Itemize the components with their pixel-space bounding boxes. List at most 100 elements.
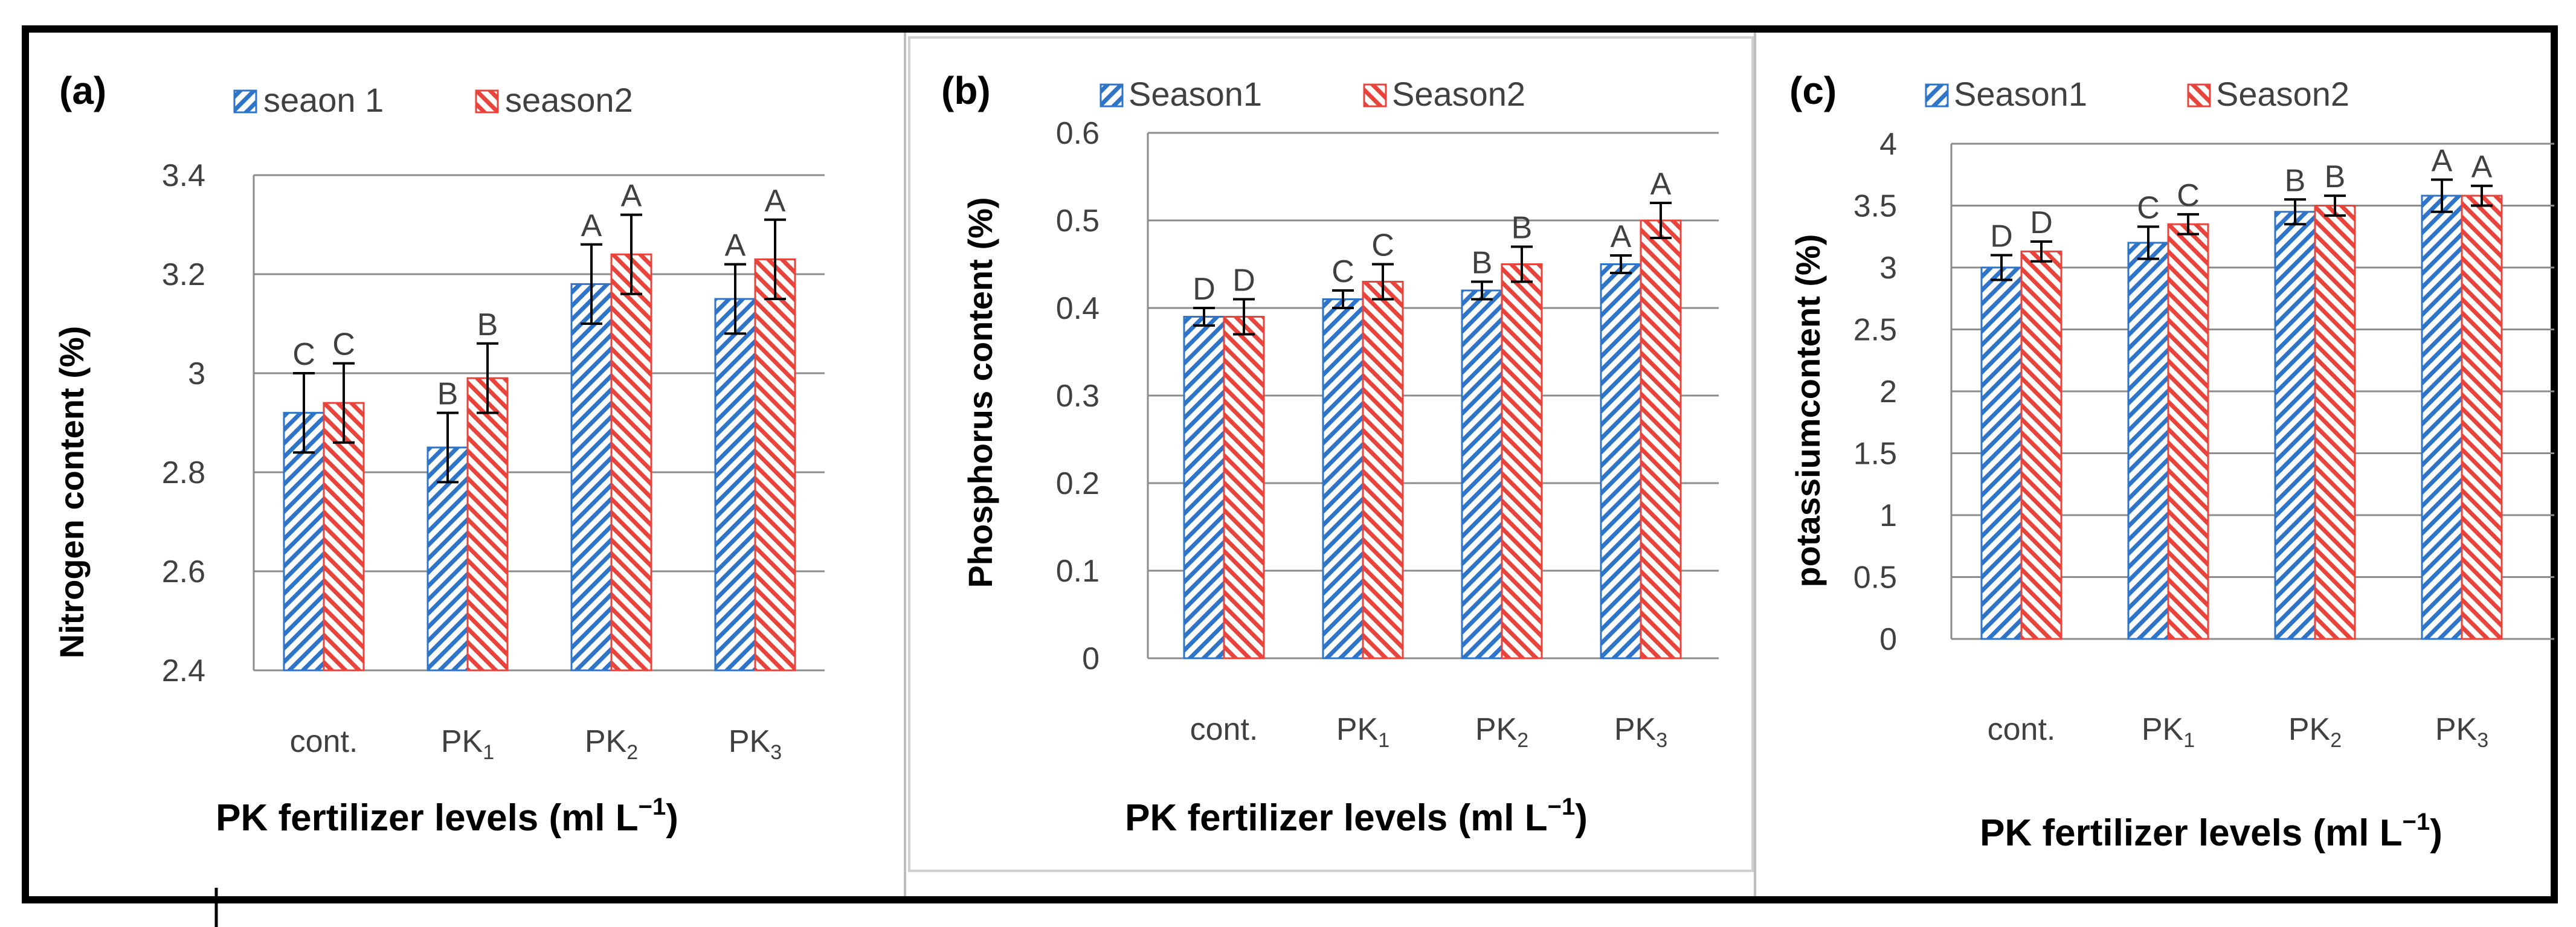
panel-b-y-tick-labels: 0 0.1 0.2 0.3 0.4 0.5 0.6 <box>1056 116 1100 676</box>
y-tick-label: 3.5 <box>1853 189 1897 224</box>
significance-letter: C <box>2137 190 2160 225</box>
y-tick-label: 3.2 <box>162 257 205 292</box>
significance-letter: A <box>765 184 786 219</box>
legend-swatch-season2 <box>2187 83 2211 107</box>
legend-label-season1: Season1 <box>1954 75 2087 113</box>
y-tick-label: 0 <box>1879 622 1897 657</box>
x-tick-label: PK3 <box>2435 712 2488 752</box>
x-tick-label: PK3 <box>1614 712 1667 752</box>
bar-season2 <box>1640 219 1682 659</box>
panel-c-x-axis-label: PK fertilizer levels (ml L−1) <box>1980 809 2442 854</box>
error-bar <box>1511 245 1533 283</box>
panel-c: (c) Season1 Season2 0 0.5 1 1.5 2 2.5 3 3.5 4 D C… <box>1789 69 2554 854</box>
significance-letter: A <box>2471 150 2493 185</box>
bar-season2 <box>466 377 509 672</box>
x-tick-label: PK1 <box>441 724 494 764</box>
panel-a-label: (a) <box>59 69 106 112</box>
significance-letter: A <box>2432 143 2453 178</box>
panel-c-y-axis-label: potassiumcontent (%) <box>1789 234 1827 588</box>
panel-a-x-axis-label: PK fertilizer levels (ml L−1) <box>216 794 678 839</box>
y-tick-label: 0.3 <box>1056 379 1100 414</box>
legend-swatch-season2 <box>1363 83 1387 107</box>
x-tick-label: PK3 <box>729 724 782 764</box>
bar-season1 <box>1980 266 2023 640</box>
error-bar <box>724 263 746 335</box>
significance-letter: A <box>581 208 602 243</box>
y-tick-label: 0.5 <box>1853 560 1897 595</box>
panel-a-x-tick-labels: cont. PK1 PK2 PK3 <box>290 724 782 764</box>
error-bar <box>1372 263 1394 301</box>
y-tick-label: 0.1 <box>1056 554 1100 589</box>
bar-season1 <box>1322 298 1364 659</box>
bar-season2 <box>754 258 796 672</box>
legend-swatch-season1 <box>233 89 257 114</box>
bar-season2 <box>1501 263 1543 659</box>
x-tick-label: PK2 <box>585 724 638 764</box>
significance-letter: A <box>621 179 642 214</box>
significance-letter: B <box>1512 211 1533 246</box>
bar-season2 <box>1223 316 1265 659</box>
error-bar <box>1233 298 1255 336</box>
error-bar <box>1610 254 1632 274</box>
significance-letter: B <box>477 307 498 342</box>
legend-label-season2: Season2 <box>1392 75 1525 113</box>
panel-a-legend: seaon 1 season2 <box>233 81 633 119</box>
y-tick-label: 2.8 <box>162 455 205 490</box>
bar-season2 <box>610 253 652 672</box>
y-tick-label: 0.4 <box>1056 291 1100 326</box>
bar-season2 <box>2314 205 2356 640</box>
x-tick-label: PK1 <box>1336 712 1389 752</box>
y-tick-label: 0.6 <box>1056 116 1100 151</box>
panel-b-legend: Season1 Season2 <box>1100 75 1525 113</box>
x-tick-label: cont. <box>290 724 358 759</box>
panel-a: (a) seaon 1 season2 2.4 2.6 2.8 3 3.2 3.4 C B A… <box>53 69 825 839</box>
significance-letter: B <box>437 377 459 412</box>
legend-label-season1: Season1 <box>1129 75 1262 113</box>
y-tick-label: 4 <box>1879 127 1897 162</box>
legend-swatch-season1 <box>1100 83 1124 107</box>
y-tick-label: 2 <box>1879 374 1897 409</box>
significance-letter: B <box>2325 159 2346 194</box>
significance-letter: B <box>2285 163 2306 198</box>
x-tick-label: PK2 <box>2288 712 2342 752</box>
y-tick-label: 0.5 <box>1056 204 1100 239</box>
error-bar <box>2471 184 2493 207</box>
x-tick-label: PK2 <box>1475 712 1528 752</box>
y-tick-label: 0 <box>1082 641 1100 676</box>
panel-c-y-tick-labels: 0 0.5 1 1.5 2 2.5 3 3.5 4 <box>1853 127 1897 657</box>
error-bar <box>1471 280 1493 301</box>
error-bar <box>2431 178 2453 213</box>
panel-b-x-axis-label: PK fertilizer levels (ml L−1) <box>1125 794 1588 839</box>
significance-letter: D <box>2030 205 2053 240</box>
significance-letter: C <box>332 327 355 362</box>
error-bar <box>1332 289 1354 309</box>
panel-a-bars <box>283 253 796 672</box>
error-bar <box>437 411 459 484</box>
x-tick-label: PK1 <box>2142 712 2195 752</box>
error-bar <box>2030 240 2052 263</box>
y-tick-label: 1.5 <box>1853 437 1897 472</box>
error-bar <box>477 342 498 414</box>
panel-c-bars <box>1980 194 2503 640</box>
bar-season2 <box>2461 194 2503 640</box>
bar-season1 <box>1600 263 1642 659</box>
y-tick-label: 2.5 <box>1853 313 1897 348</box>
error-bar <box>1193 307 1215 327</box>
y-tick-label: 1 <box>1879 498 1897 533</box>
bar-season2 <box>2020 250 2062 640</box>
figure-frame <box>22 25 2558 903</box>
panel-b-x-tick-labels: cont. PK1 PK2 PK3 <box>1190 712 1668 752</box>
error-bar <box>2137 225 2159 260</box>
panel-a-y-tick-labels: 2.4 2.6 2.8 3 3.2 3.4 <box>162 158 205 688</box>
error-bar <box>581 243 602 325</box>
panel-b-error-bars <box>1193 202 1672 336</box>
y-tick-label: 2.6 <box>162 554 205 589</box>
significance-letter: A <box>1650 167 1672 202</box>
y-tick-label: 0.2 <box>1056 466 1100 501</box>
bar-season1 <box>714 298 756 672</box>
significance-letter: A <box>1611 219 1632 254</box>
bar-season1 <box>2421 194 2463 640</box>
legend-swatch-season1 <box>1925 83 1949 107</box>
